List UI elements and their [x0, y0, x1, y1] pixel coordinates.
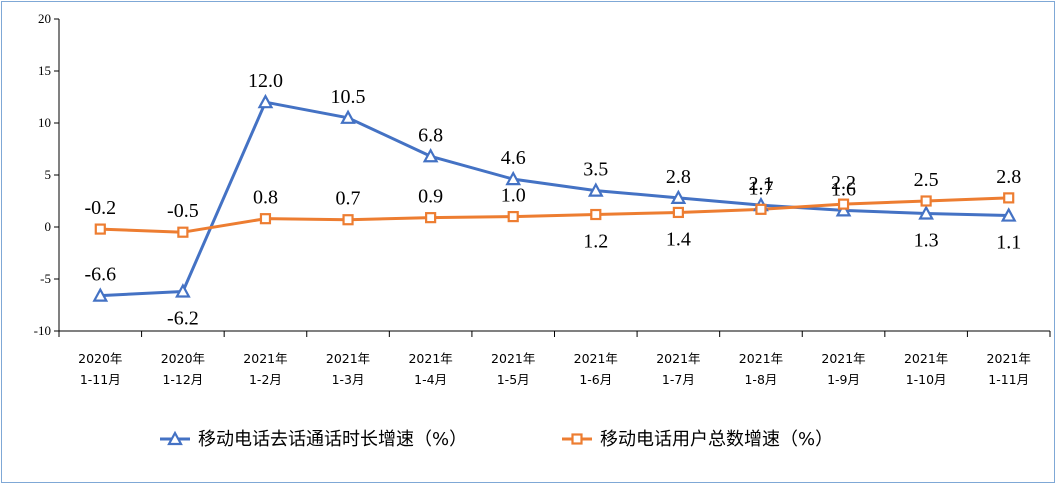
y-tick-label: 10 — [38, 115, 51, 130]
series-2-data-label: 0.8 — [253, 187, 278, 209]
series-2-point-marker — [920, 195, 932, 207]
x-category-year: 2021年 — [987, 351, 1031, 366]
series-2-point-marker — [1003, 192, 1015, 204]
series-1-data-label: -6.6 — [84, 264, 116, 286]
series-lines — [100, 100, 1009, 298]
series-1-data-label: -6.2 — [167, 307, 199, 329]
series-1-point-marker — [175, 283, 191, 298]
y-tick-label: 20 — [38, 11, 51, 26]
x-category-period: 1-2月 — [249, 372, 282, 387]
y-axis-tick-labels: 20 15 10 5 0 -5 -10 — [34, 11, 51, 338]
x-category-period: 1-3月 — [332, 372, 365, 387]
series-1-data-label: 4.6 — [501, 147, 526, 169]
series-2-point-marker — [259, 213, 272, 225]
series-1-data-label: 6.8 — [418, 124, 443, 146]
legend-label-2: 移动电话用户总数增速（%） — [600, 429, 833, 450]
x-category-year: 2021年 — [656, 351, 700, 366]
x-category-year: 2021年 — [821, 351, 865, 366]
series-2-point-marker — [507, 211, 519, 223]
series-1-data-label: 1.6 — [831, 178, 856, 200]
series-1-point-marker — [918, 205, 934, 220]
x-category-year: 2021年 — [243, 351, 287, 366]
series-2-data-label: 1.4 — [666, 228, 691, 250]
series-line-2 — [100, 196, 1009, 234]
series-1-point-marker — [92, 287, 109, 302]
series-2-data-label: 2.5 — [914, 169, 939, 191]
y-tick-label: 15 — [38, 63, 51, 78]
x-axis-category-labels: 2020年 1-11月 2020年 1-12月 2021年 1-2月 2021年 1-3月 20… — [78, 351, 1031, 387]
x-category-year: 2021年 — [739, 351, 783, 366]
series-2-data-label: 0.7 — [336, 188, 361, 210]
series-1-data-label: 1.1 — [996, 232, 1021, 254]
series-1-point-marker — [257, 93, 274, 109]
series-1-point-marker — [587, 182, 604, 197]
series-markers — [92, 93, 1017, 302]
series-2-data-label: 1.0 — [501, 185, 526, 207]
series-1-data-label: 12.0 — [248, 70, 283, 92]
series-2-data-label: 2.2 — [831, 172, 856, 194]
y-tick-label: -10 — [34, 323, 51, 338]
x-category-period: 1-12月 — [162, 372, 203, 387]
series-2-data-label: 0.9 — [418, 186, 443, 208]
x-category-period: 1-10月 — [906, 372, 947, 387]
x-category-period: 1-11月 — [988, 372, 1029, 387]
legend-label-1: 移动电话去话通话时长增速（%） — [198, 429, 467, 450]
series-1-data-label: 1.3 — [914, 229, 939, 251]
series-2-data-label: 1.7 — [748, 177, 773, 199]
series-2-data-label: 2.8 — [996, 166, 1021, 188]
series-2-point-marker — [837, 198, 850, 210]
series-2-data-label: 1.2 — [583, 231, 608, 253]
x-category-period: 1-5月 — [497, 372, 530, 387]
y-tick-label: 0 — [45, 219, 52, 234]
series-1-data-label: 3.5 — [583, 159, 608, 181]
x-category-period: 1-9月 — [827, 372, 860, 387]
x-category-year: 2021年 — [326, 351, 370, 366]
series-2-point-marker — [94, 223, 106, 235]
series-2-data-label: -0.2 — [84, 197, 116, 219]
series-line-1 — [100, 100, 1009, 298]
x-category-period: 1-6月 — [579, 372, 612, 387]
series-1-data-label: 2.8 — [666, 166, 691, 188]
series-2-point-marker — [425, 212, 437, 224]
y-tick-label: -5 — [40, 271, 51, 286]
legend-triangle-marker — [167, 430, 183, 446]
series-2-point-marker — [755, 203, 767, 215]
series-1-point-marker — [670, 189, 687, 204]
chart-legend: 移动电话去话通话时长增速（%） 移动电话用户总数增速（%） — [160, 429, 833, 450]
x-category-year: 2021年 — [574, 351, 618, 366]
series-1-data-label: 10.5 — [331, 86, 366, 108]
x-category-year: 2020年 — [161, 351, 205, 366]
x-category-period: 1-4月 — [414, 372, 447, 387]
data-labels: -6.6 -6.2 12.0 10.5 6.8 4.6 3.5 2.8 2.1 1.6 1.3 1.1… — [84, 70, 1021, 329]
x-category-year: 2021年 — [408, 351, 452, 366]
series-2-point-marker — [177, 226, 189, 238]
series-1-point-marker — [505, 170, 522, 186]
chart-axes — [54, 18, 1051, 337]
series-2-point-marker — [342, 214, 354, 226]
series-2-point-marker — [590, 208, 602, 221]
series-2-data-label: -0.5 — [167, 200, 199, 222]
x-category-period: 1-11月 — [80, 372, 121, 387]
series-1-point-marker — [340, 109, 356, 124]
series-1-data-label: 2.1 — [748, 173, 773, 195]
y-tick-label: 5 — [45, 167, 52, 182]
x-category-period: 1-7月 — [662, 372, 695, 387]
series-2-point-marker — [672, 206, 684, 219]
x-category-year: 2021年 — [491, 351, 535, 366]
x-category-year: 2021年 — [904, 351, 948, 366]
series-1-point-marker — [835, 202, 852, 217]
series-1-point-marker — [422, 147, 439, 163]
legend-square-marker — [571, 433, 583, 445]
series-1-point-marker — [1000, 207, 1017, 222]
x-category-period: 1-8月 — [744, 372, 777, 387]
x-category-year: 2020年 — [78, 351, 122, 366]
